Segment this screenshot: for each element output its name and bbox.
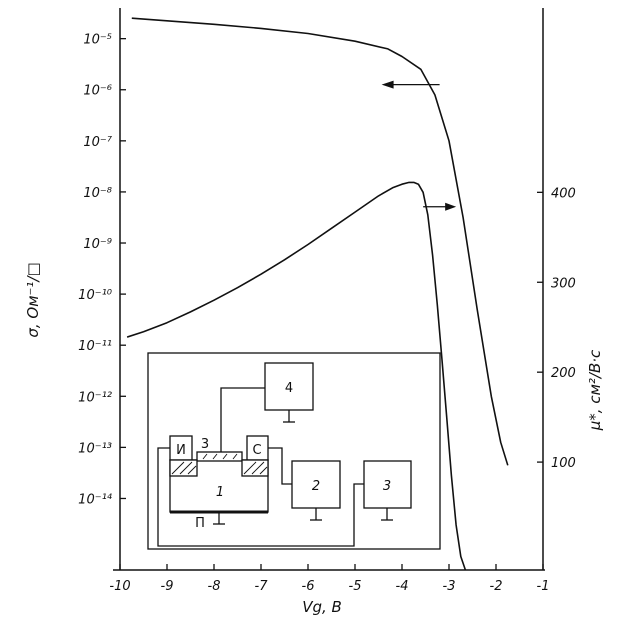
y-left-tick-label: 10⁻¹⁴ bbox=[78, 492, 113, 507]
y-left-tick-label: 10⁻⁷ bbox=[83, 135, 112, 150]
series-line-1 bbox=[131, 17, 509, 466]
source-hatch-1 bbox=[171, 461, 185, 475]
block-2-label: 2 bbox=[312, 479, 320, 494]
x-tick-label: -5 bbox=[349, 579, 362, 594]
y-right-tick-label: 100 bbox=[551, 456, 576, 471]
x-axis-title: Vg, В bbox=[302, 598, 342, 616]
block-3-label: 3 bbox=[383, 479, 391, 494]
series-layer bbox=[126, 17, 509, 571]
x-tick-label: -1 bbox=[537, 579, 550, 594]
gate-hatch-3 bbox=[222, 453, 228, 460]
x-tick-label: -8 bbox=[208, 579, 221, 594]
block-4 bbox=[264, 362, 314, 411]
y-right-tick-label: 400 bbox=[551, 186, 576, 201]
y-left-tick-label: 10⁻¹⁰ bbox=[78, 288, 113, 303]
gate-hatch-2 bbox=[212, 453, 218, 460]
y-left-ticks: 10⁻⁵ 10⁻⁶ 10⁻⁷ 10⁻⁸ 10⁻⁹ 10⁻¹⁰ 10⁻¹¹ 10⁻¹² 10⁻¹³… bbox=[78, 33, 126, 507]
x-tick-label: -3 bbox=[443, 579, 456, 594]
wire-source-block3 bbox=[157, 447, 364, 547]
gate-hatch-4 bbox=[232, 453, 238, 460]
drain-hatch-2 bbox=[251, 461, 265, 475]
axes bbox=[113, 8, 545, 571]
series-line-2 bbox=[126, 181, 467, 571]
y-left-axis-title: σ, Ом⁻¹/□ bbox=[24, 262, 42, 337]
series-arrow-head-1 bbox=[381, 80, 394, 89]
y-right-ticks: 100 200 300 400 bbox=[537, 186, 576, 471]
source-label: И bbox=[176, 443, 186, 458]
y-right-tick-label: 300 bbox=[551, 276, 576, 291]
wire-gate-block4 bbox=[220, 387, 265, 452]
y-right-tick-label: 200 bbox=[551, 366, 576, 381]
block-3 bbox=[363, 460, 412, 509]
drain-hatch-3 bbox=[259, 466, 268, 475]
source-hatch-2 bbox=[179, 461, 193, 475]
block-2 bbox=[291, 460, 341, 509]
bottom-label: П bbox=[195, 516, 205, 531]
source-hatch-3 bbox=[187, 465, 197, 475]
x-tick-label: -9 bbox=[161, 579, 174, 594]
gate-hatch-1 bbox=[202, 453, 208, 460]
y-right-axis-title: μ*, см²/В·с bbox=[586, 349, 604, 431]
y-left-tick-label: 10⁻⁹ bbox=[83, 237, 112, 252]
x-tick-label: -6 bbox=[302, 579, 315, 594]
gate-dielectric bbox=[196, 451, 243, 462]
x-tick-label: -4 bbox=[396, 579, 409, 594]
series-arrow-head-2 bbox=[445, 202, 457, 211]
y-left-tick-label: 10⁻¹¹ bbox=[78, 339, 112, 354]
y-left-tick-label: 10⁻¹³ bbox=[78, 441, 112, 456]
y-left-tick-label: 10⁻¹² bbox=[78, 390, 112, 405]
x-tick-label: -10 bbox=[109, 579, 130, 594]
gate-label: 3 bbox=[201, 437, 209, 452]
wire-drain-block2 bbox=[268, 447, 292, 485]
drain-label: С bbox=[252, 443, 261, 458]
x-ticks: -10 -9 -8 -7 -6 -5 -4 -3 -2 -1 bbox=[109, 564, 549, 594]
drain-hatch-1 bbox=[243, 461, 257, 475]
x-tick-label: -2 bbox=[490, 579, 503, 594]
substrate-label: 1 bbox=[216, 485, 224, 500]
inset-schematic: 4 3 И С 1 П 2 3 bbox=[147, 352, 441, 550]
y-left-tick-label: 10⁻⁶ bbox=[83, 84, 112, 99]
x-tick-label: -7 bbox=[255, 579, 269, 594]
block-4-label: 4 bbox=[285, 381, 293, 396]
y-left-tick-label: 10⁻⁸ bbox=[83, 186, 112, 201]
y-left-tick-label: 10⁻⁵ bbox=[83, 33, 112, 48]
